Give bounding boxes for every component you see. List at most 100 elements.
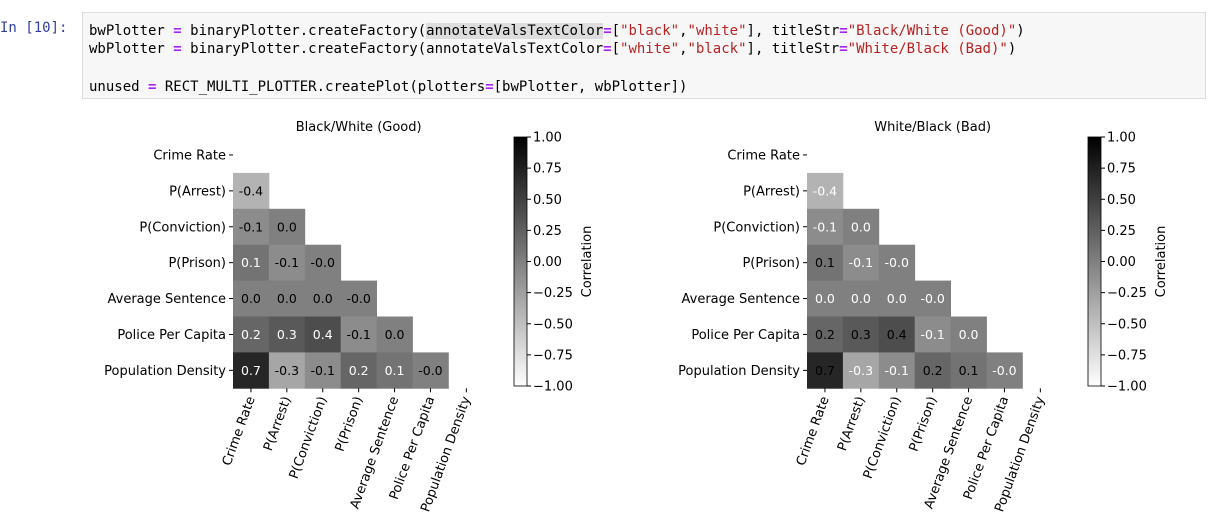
heatmap-cell [233, 316, 270, 353]
heatmap-cell [268, 244, 306, 281]
colorbar-tick-label: −0.25 [533, 286, 573, 301]
colorbar-tick-label: −1.00 [1107, 380, 1147, 395]
heatmap-cell [842, 208, 880, 246]
heatmap-cell [233, 352, 270, 389]
heatmap-cell [914, 280, 951, 317]
code-token: RECT_MULTI_PLOTTER.createPlot(plotters [156, 79, 486, 95]
output-figure: Black/White (Good) -0.4 -0.1 0.0 0.1 -0.1 -0.0… [104, 120, 1169, 514]
y-tick-label: Crime Rate [727, 148, 800, 163]
heatmap-cell [268, 352, 306, 389]
code-token: = [603, 23, 612, 39]
colorbar-tick-label: 1.00 [533, 131, 562, 146]
heatmap-cell [412, 352, 449, 389]
heatmap-cell [878, 244, 916, 281]
cell-annotation: -0.0 [346, 291, 370, 306]
y-tick-label: P(Conviction) [713, 220, 800, 235]
x-tick-label: Crime Rate [794, 395, 833, 468]
code-token: ) [1007, 41, 1017, 57]
x-tick-label: P(Arrest) [261, 395, 295, 454]
cell-annotation: 0.4 [887, 327, 907, 342]
code-token: , [679, 23, 688, 39]
colorbar-tick-label: 0.50 [1107, 193, 1136, 208]
code-token: = [148, 79, 157, 95]
code-line: unused = RECT_MULTI_PLOTTER.createPlot(p… [89, 78, 688, 96]
code-token: "white" [687, 23, 747, 39]
heatmap-cell [807, 352, 844, 389]
heatmap-cell [807, 208, 844, 246]
cell-annotation: -0.1 [275, 255, 299, 270]
cell-annotation: -0.1 [849, 255, 873, 270]
y-tick-label: Population Density [104, 364, 226, 379]
cell-annotation: -0.1 [885, 363, 909, 378]
heatmap-cell [304, 244, 342, 281]
code-token: [bwPlotter, wbPlotter]) [493, 79, 688, 95]
code-token: , [679, 41, 688, 57]
heatmap-cell [914, 352, 951, 389]
heatmap-cell [878, 316, 916, 353]
heatmap-cell [340, 316, 377, 353]
heatmap-1: White/Black (Bad) -0.4 -0.1 0.0 0.1 -0.1 -0.0 0… [678, 120, 1169, 514]
cell-annotation: 0.0 [959, 327, 979, 342]
code-token: ], titleStr [746, 23, 840, 39]
cell-annotation: 0.0 [385, 327, 405, 342]
y-tick-label: P(Prison) [168, 256, 226, 271]
colorbar-tick-label: 0.25 [1107, 224, 1136, 239]
code-cell-input[interactable]: bwPlotter = binaryPlotter.createFactory(… [82, 12, 1206, 99]
heatmap-cell [233, 280, 270, 317]
y-tick-label: P(Arrest) [169, 184, 226, 199]
colorbar-tick-label: 0.50 [533, 193, 562, 208]
chart-title: Black/White (Good) [296, 120, 422, 135]
cell-annotation: 0.3 [277, 327, 297, 342]
code-token: "white" [620, 41, 680, 57]
code-token: wbPlotter [89, 41, 174, 57]
y-tick-label: Police Per Capita [691, 328, 800, 343]
heatmap-cell [304, 316, 342, 353]
heatmap-cell [950, 316, 987, 353]
y-tick-label: Average Sentence [682, 292, 801, 307]
colorbar-tick-label: −0.50 [1107, 317, 1147, 332]
heatmap-0: Black/White (Good) -0.4 -0.1 0.0 0.1 -0.1 -0.0… [104, 120, 595, 514]
colorbar-tick-label: 0.00 [1107, 255, 1136, 270]
y-tick-label: Average Sentence [108, 292, 227, 307]
code-token: = [173, 23, 182, 39]
code-token: = [173, 41, 182, 57]
cell-annotation: 0.1 [385, 363, 405, 378]
colorbar-tick-label: −0.75 [1107, 348, 1147, 363]
cell-annotation: 0.2 [349, 363, 369, 378]
code-token: annotateValsTextColor [426, 23, 604, 39]
code-line: bwPlotter = binaryPlotter.createFactory(… [89, 22, 1025, 40]
cell-annotation: 0.1 [959, 363, 979, 378]
heatmap-cell [986, 352, 1023, 389]
cell-annotation: 0.2 [241, 327, 261, 342]
y-tick-label: Population Density [678, 364, 800, 379]
cell-annotation: -0.3 [275, 363, 299, 378]
heatmap-cell [268, 280, 306, 317]
heatmap-cell [268, 316, 306, 353]
code-token: = [485, 79, 494, 95]
cell-annotation: -0.0 [992, 363, 1016, 378]
heatmap-cell [807, 280, 844, 317]
code-token: [ [611, 23, 621, 39]
colorbar-tick-label: −1.00 [533, 380, 573, 395]
code-token: = [839, 41, 848, 57]
x-tick-label: P(Conviction) [287, 395, 331, 482]
cell-annotation: 0.7 [815, 363, 835, 378]
heatmap-cell [340, 352, 377, 389]
cell-annotation: -0.0 [885, 255, 909, 270]
cell-annotation: -0.4 [239, 183, 263, 198]
cell-annotation: -0.1 [311, 363, 335, 378]
colorbar-tick-label: −0.75 [533, 348, 573, 363]
cell-annotation: 0.0 [241, 291, 261, 306]
heatmap-cell [842, 244, 880, 281]
cell-annotation: 0.0 [277, 291, 297, 306]
colorbar-tick-label: −0.50 [533, 317, 573, 332]
colorbar-tick-label: 0.75 [533, 162, 562, 177]
code-token: "black" [687, 41, 747, 57]
heatmap-cell [878, 352, 916, 389]
cell-annotation: 0.0 [313, 291, 333, 306]
code-token: [ [611, 41, 621, 57]
input-prompt: In [10]: [0, 20, 68, 36]
cell-annotation: 0.0 [851, 219, 871, 234]
heatmap-cell [304, 352, 342, 389]
cell-annotation: -0.1 [346, 327, 370, 342]
